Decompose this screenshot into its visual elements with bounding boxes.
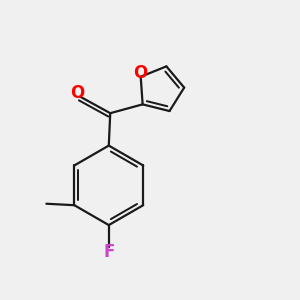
Text: O: O: [70, 85, 84, 103]
Text: O: O: [134, 64, 148, 82]
Text: F: F: [103, 244, 115, 262]
